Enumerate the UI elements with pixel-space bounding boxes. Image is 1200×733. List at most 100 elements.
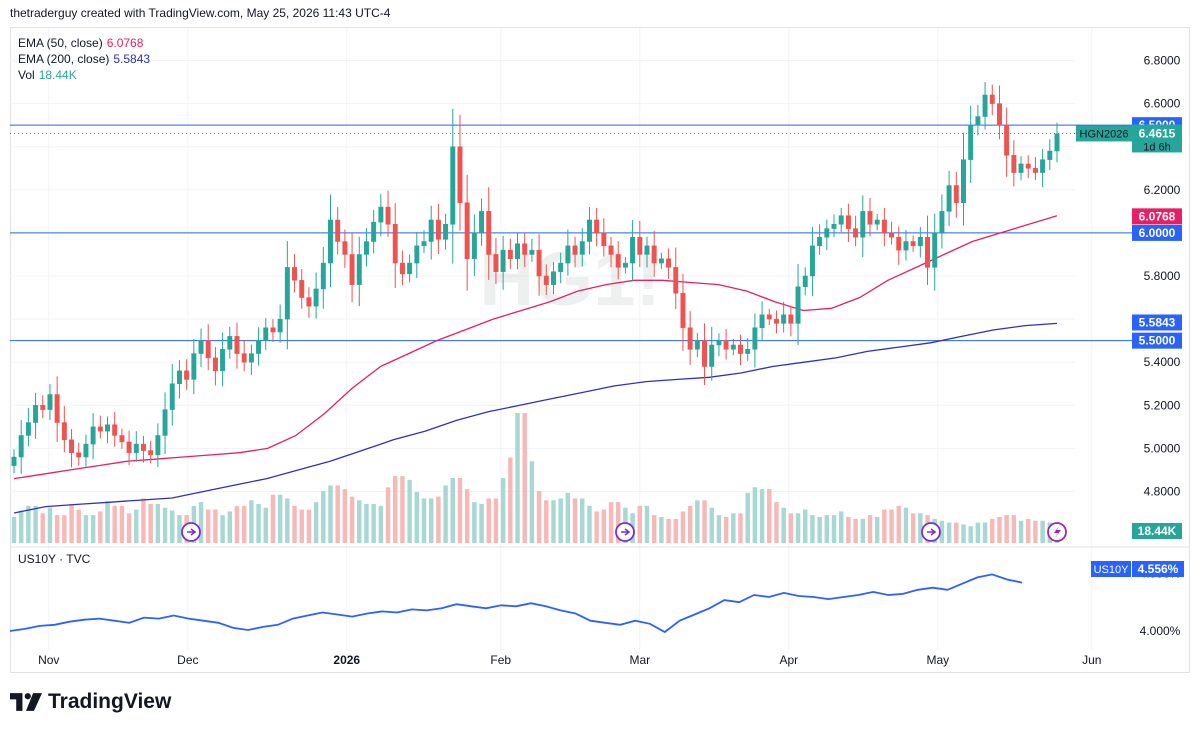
volume-bar [342,489,348,543]
volume-bar [853,518,858,543]
candle-body [306,297,312,307]
volume-bar [716,515,722,543]
volume-bar [69,504,74,543]
volume-bar [321,491,326,543]
volume-bar [155,504,161,543]
price-badge [1132,208,1182,225]
candle-body [975,116,981,126]
volume-bars [11,413,1060,543]
candle-body [622,262,628,268]
volume-bar [601,509,607,543]
candle-body [1040,159,1046,173]
candle-body [982,94,988,117]
candle-body [996,103,1002,126]
volume-bar [335,485,340,543]
candle-body [407,262,413,275]
volume-bar [256,504,261,543]
event-markers [181,522,1067,542]
legend-volume[interactable]: Vol 18.44K [18,67,77,83]
volume-bar [536,491,542,543]
candle-body [853,228,859,238]
us10y-line [9,573,1023,634]
y-tick-label: 5.0000 [1144,441,1181,455]
candle-body [694,340,700,350]
candle-body [313,288,319,307]
tradingview-logo[interactable]: TradingView [10,690,171,714]
tradingview-logo-icon [10,693,42,711]
volume-bar [177,515,182,543]
volume-bar [810,515,815,543]
price-badge-label: 6.0000 [1139,226,1176,240]
candle-body [874,219,880,225]
volume-bar [241,505,247,543]
candle-body [817,236,823,247]
candle-body [479,211,485,234]
candle-body [781,314,787,324]
candle-body [594,219,600,234]
volume-bar [285,498,290,543]
ema200-layer [13,322,1058,514]
candle-body [860,211,866,238]
candle-body [1032,168,1038,173]
candle-body [119,435,125,443]
volume-bar [803,509,808,543]
volume-bar [18,510,24,543]
volume-bar [990,518,995,543]
volume-bar [860,518,866,543]
volume-bar [882,509,887,543]
volume-bar [227,511,233,543]
volume-bar [479,504,484,543]
legend-ema200[interactable]: EMA (200, close) 5.5843 [18,51,150,67]
volume-bar [62,515,67,543]
volume-bar [723,517,729,543]
volume-bar [292,505,297,543]
volume-bar [148,504,153,543]
candle-body [961,159,966,203]
legend-us10y[interactable]: US10Y · TVC [18,551,90,567]
legend-ema50[interactable]: EMA (50, close) 6.0768 [18,35,143,51]
volume-bar [83,515,89,543]
us10y-value-badge [1132,561,1184,577]
volume-bar [450,478,456,543]
candle-body [105,424,110,432]
volume-bar [1018,520,1024,543]
candle-body [572,245,578,255]
price-badge [1132,314,1182,331]
candle-body [47,394,53,410]
y-tick-label: 5.2000 [1144,398,1181,412]
volume-bar [90,515,96,543]
candle-body [176,370,182,385]
volume-bar [580,498,585,543]
volume-bar [788,513,794,543]
volume-bar [112,505,117,543]
volume-badge-label: 18.44K [1138,524,1177,538]
candle-body [263,327,269,341]
candle-body [205,340,211,359]
volume-bar [105,501,110,543]
candle-body [680,292,686,328]
candle-body [220,349,226,372]
candle-body [90,426,96,445]
y-tick-label: 6.2000 [1144,183,1181,197]
candle-body [522,243,528,255]
volume-bar [162,507,168,543]
y-tick-label: 5.4000 [1144,355,1181,369]
volume-bar [731,513,736,543]
volume-bar [695,500,700,543]
candle-body [766,314,772,320]
candle-body [1018,163,1024,173]
candle-body [932,232,938,268]
candle-body [112,424,118,436]
candle-body [443,224,449,240]
volume-bar [1040,520,1045,543]
volume-bar [551,500,556,543]
volume-bar [910,513,916,543]
candle-body [471,232,477,260]
candle-body [328,219,333,264]
candle-body [356,254,362,285]
volume-bar [220,515,225,543]
x-tick-label: Jun [1082,653,1101,667]
volume-bar [680,511,686,543]
